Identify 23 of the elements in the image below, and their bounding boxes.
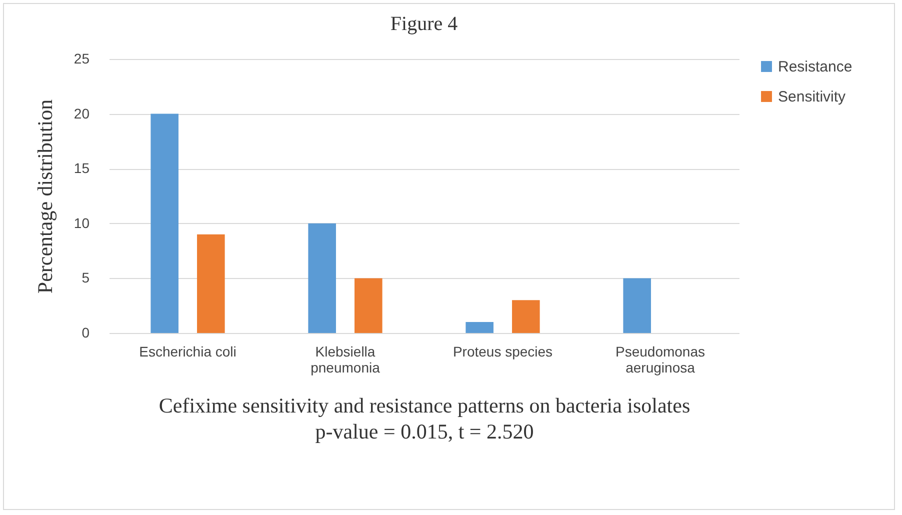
legend-label: Sensitivity — [778, 88, 846, 106]
x-axis-title: Cefixime sensitivity and resistance patterns on bacteria isolates — [158, 394, 690, 418]
x-tick-label: Proteus species — [452, 344, 553, 360]
y-tick-label: 5 — [82, 270, 90, 286]
bar — [466, 322, 494, 333]
bar — [308, 223, 336, 333]
chart-title: Figure 4 — [390, 13, 458, 35]
legend-label: Resistance — [778, 58, 852, 76]
text: p-value = 0.015, t = 2.520 — [315, 420, 534, 444]
bar — [197, 234, 225, 333]
y-tick-label: 20 — [74, 105, 90, 122]
y-tick-label: 0 — [82, 324, 90, 340]
x-tick-label: Klebsiella pneumonia — [310, 344, 380, 376]
x-tick-label: Pseudomonas aeruginosa — [615, 344, 706, 376]
x-tick-label: Escherichia coli — [139, 344, 236, 360]
y-axis-title: Percentage distribution — [32, 98, 57, 294]
bar — [512, 300, 540, 333]
y-tick-label: 10 — [74, 214, 90, 231]
bar — [354, 278, 382, 333]
bar — [623, 278, 651, 333]
bar — [150, 114, 178, 333]
y-tick-label: 25 — [74, 50, 90, 66]
y-tick-label: 15 — [74, 160, 90, 176]
